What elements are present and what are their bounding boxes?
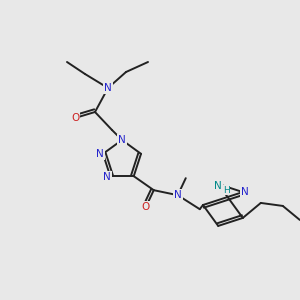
Text: N: N — [214, 181, 222, 191]
Text: H: H — [223, 186, 230, 195]
Text: N: N — [103, 172, 111, 182]
Text: O: O — [71, 113, 79, 123]
Text: N: N — [118, 135, 126, 145]
Text: N: N — [104, 83, 112, 93]
Text: N: N — [96, 149, 104, 159]
Text: N: N — [241, 187, 249, 197]
Text: N: N — [174, 190, 182, 200]
Text: O: O — [142, 202, 150, 212]
